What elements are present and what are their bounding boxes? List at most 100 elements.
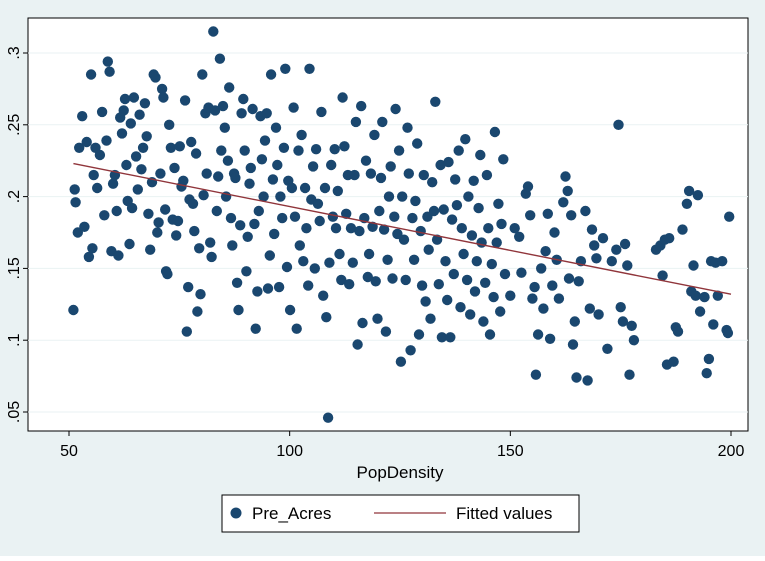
data-point: [101, 135, 112, 146]
data-point: [222, 155, 234, 166]
data-point: [327, 211, 339, 222]
data-point: [357, 317, 368, 329]
data-point: [393, 145, 405, 156]
scatter-points: [68, 26, 735, 423]
data-point: [209, 105, 221, 116]
data-point: [466, 230, 478, 241]
data-point: [307, 161, 319, 172]
data-point: [216, 145, 227, 156]
data-point: [321, 312, 332, 323]
data-point: [389, 211, 400, 222]
y-tick-label-5: .3: [6, 46, 23, 59]
data-point: [235, 220, 246, 231]
data-point: [420, 296, 431, 307]
data-point: [252, 286, 263, 297]
data-point: [74, 142, 85, 153]
data-point: [87, 243, 98, 254]
data-point: [324, 257, 335, 268]
data-point: [107, 178, 119, 189]
data-point: [683, 185, 695, 197]
data-point: [488, 291, 499, 303]
data-point: [440, 256, 451, 267]
data-point: [329, 144, 340, 155]
data-point: [187, 198, 199, 209]
data-point: [468, 175, 479, 186]
data-point: [160, 204, 171, 215]
data-point: [179, 95, 191, 106]
data-point: [387, 273, 398, 284]
data-point: [153, 217, 164, 228]
data-point: [416, 280, 428, 291]
data-point: [116, 128, 128, 139]
y-axis: .05 .1 .15 .2 .25 .3: [6, 46, 28, 423]
data-point: [286, 182, 298, 194]
data-point: [227, 240, 238, 251]
data-point: [540, 246, 551, 257]
data-point: [113, 250, 124, 261]
data-point: [370, 276, 381, 287]
data-point: [471, 256, 482, 267]
data-point: [143, 208, 154, 219]
data-point: [362, 271, 373, 283]
fit-line-group: [73, 162, 732, 295]
data-point: [397, 191, 408, 202]
data-point: [178, 175, 189, 186]
data-point: [413, 329, 425, 340]
data-point: [190, 148, 202, 159]
x-axis: 50 100 150 200: [60, 431, 744, 460]
data-point: [206, 251, 217, 263]
data-point: [455, 302, 466, 313]
data-point: [448, 268, 459, 280]
data-point: [499, 268, 511, 280]
data-point: [668, 356, 679, 367]
data-point: [496, 218, 507, 230]
data-point: [375, 172, 387, 184]
data-point: [224, 82, 235, 93]
data-point: [152, 227, 163, 238]
data-point: [264, 250, 275, 261]
data-point: [677, 224, 688, 235]
data-point: [382, 254, 393, 265]
data-point: [458, 248, 469, 260]
data-point: [450, 174, 461, 185]
data-point: [563, 273, 575, 284]
data-point: [365, 168, 377, 179]
data-point: [205, 237, 216, 248]
data-point: [104, 66, 115, 77]
data-point: [408, 254, 420, 265]
x-tick-label-1: 100: [276, 443, 303, 460]
data-point: [156, 83, 168, 95]
data-point: [318, 290, 329, 301]
data-point: [699, 291, 710, 303]
data-point: [476, 237, 487, 248]
y-tick-label-1: .1: [6, 333, 23, 346]
data-point: [267, 174, 279, 185]
data-point: [431, 234, 443, 245]
data-point: [481, 169, 493, 181]
data-point: [451, 200, 463, 211]
y-tick-label-2: .15: [6, 257, 23, 279]
data-point: [233, 304, 244, 316]
data-point: [277, 212, 288, 224]
data-point: [88, 169, 99, 181]
data-point: [708, 319, 719, 330]
data-point: [445, 332, 456, 343]
data-point: [350, 116, 362, 128]
data-point: [124, 238, 135, 250]
data-point: [712, 290, 723, 301]
data-point: [309, 263, 320, 274]
data-point: [606, 256, 617, 267]
data-point: [247, 103, 258, 115]
data-point: [197, 69, 208, 80]
legend-label-pre-acres: Pre_Acres: [252, 504, 331, 523]
data-point: [198, 190, 209, 201]
data-point: [336, 274, 347, 286]
data-point: [509, 223, 520, 234]
data-point: [189, 225, 200, 237]
data-point: [617, 316, 629, 327]
data-point: [542, 208, 553, 219]
data-point: [253, 205, 264, 217]
data-point: [345, 223, 357, 234]
